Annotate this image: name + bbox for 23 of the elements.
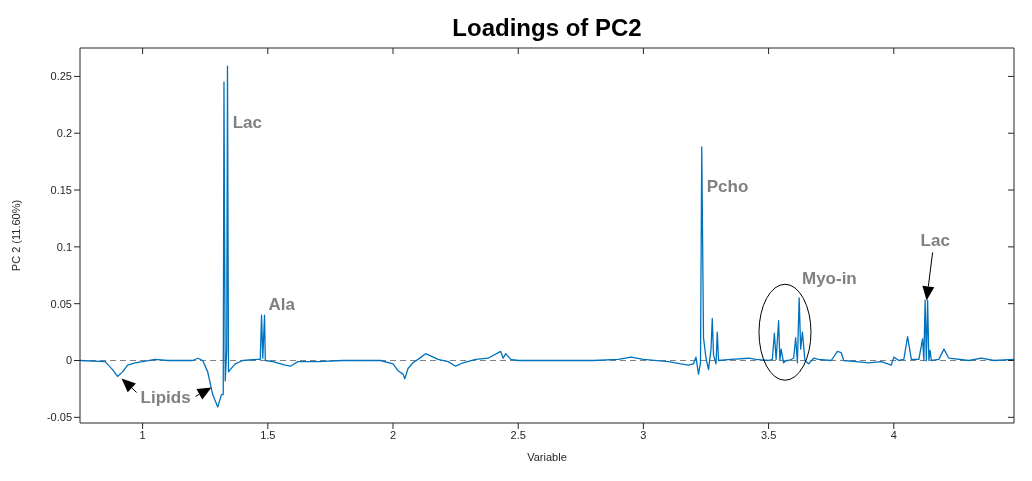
- annotation: Pcho: [706, 176, 749, 196]
- x-tick-label: 3.5: [760, 428, 777, 441]
- annotation: Lac: [920, 231, 950, 251]
- annotation: Lipids: [140, 388, 191, 408]
- chart-title: Loadings of PC2: [452, 14, 642, 41]
- x-tick-label: 2.5: [510, 428, 526, 441]
- x-tick-label: 2: [389, 428, 397, 441]
- x-axis-title: Variable: [527, 451, 567, 463]
- x-tick-label: 1.5: [260, 428, 276, 441]
- annotation: Ala: [268, 295, 296, 315]
- y-tick-label: 0.2: [56, 127, 72, 140]
- y-tick-label: 0.05: [50, 297, 72, 310]
- y-axis-title: PC 2 (11.60%): [10, 199, 22, 272]
- y-tick-label: 0.25: [50, 70, 72, 83]
- y-tick-label: 0.15: [50, 183, 72, 196]
- y-tick-label: -0.05: [46, 411, 72, 424]
- x-tick-label: 4: [890, 428, 897, 441]
- y-tick-label: 0.1: [56, 240, 72, 253]
- annotation: Myo-in: [801, 269, 857, 289]
- annotation: Lac: [232, 112, 263, 132]
- x-tick-label: 3: [640, 428, 647, 441]
- x-tick-label: 1: [139, 428, 146, 441]
- y-tick-label: 0: [65, 354, 72, 367]
